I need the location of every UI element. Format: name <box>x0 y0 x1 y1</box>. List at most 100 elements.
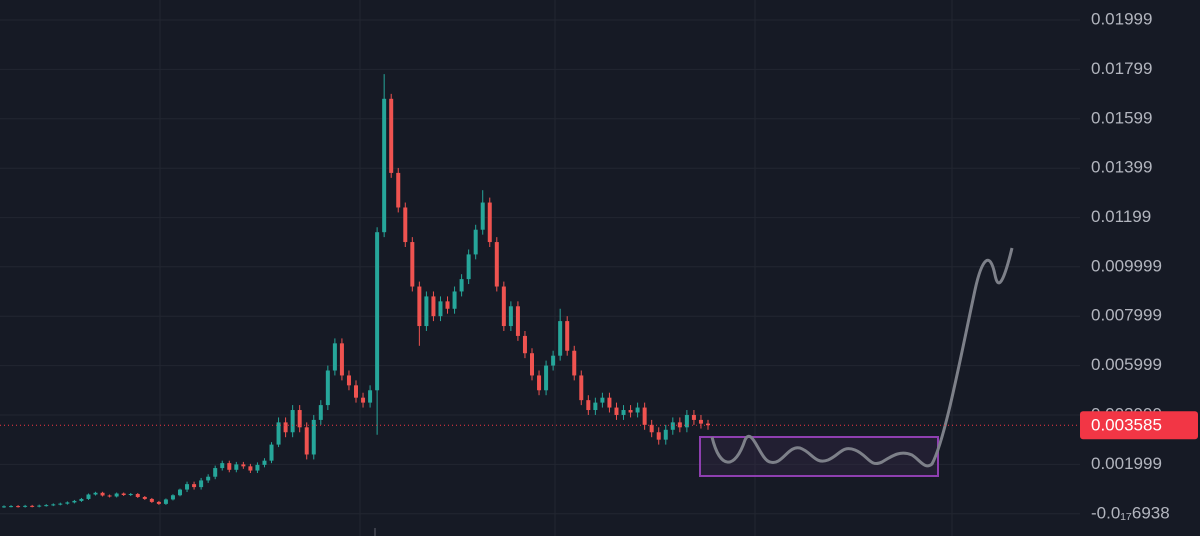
candle-body <box>579 375 584 401</box>
candles <box>2 74 710 508</box>
candle-body <box>649 424 654 433</box>
candle-body <box>248 466 253 471</box>
candle-body <box>192 484 197 488</box>
candle-body <box>452 291 457 309</box>
y-tick-label: -0.0₁₇6938 <box>1091 503 1170 522</box>
candle-body <box>663 429 668 440</box>
last-price-label: 0.003585 <box>1091 416 1162 435</box>
last-price-box <box>1080 411 1198 440</box>
candle-body <box>558 321 563 356</box>
candle-body <box>332 343 337 371</box>
candle-body <box>44 505 49 507</box>
candle-body <box>621 410 626 415</box>
candle-body <box>93 492 98 495</box>
candle-body <box>684 414 689 428</box>
candle-body <box>149 498 154 502</box>
candle-body <box>255 464 260 471</box>
candle-body <box>656 432 661 440</box>
candle-body <box>438 301 443 317</box>
candle-body <box>23 505 28 507</box>
candle-body <box>241 464 246 467</box>
candle-body <box>135 494 140 497</box>
candle-body <box>65 502 70 504</box>
candle-body <box>572 350 577 376</box>
candle-body <box>691 414 696 420</box>
candle-body <box>37 505 42 507</box>
candle-body <box>156 501 161 504</box>
candle-body <box>51 504 56 506</box>
candle-body <box>508 306 513 327</box>
candle-body <box>410 242 415 287</box>
candle-body <box>480 202 485 230</box>
candle-body <box>389 98 394 173</box>
candle-body <box>361 397 366 403</box>
candle-body <box>628 410 633 413</box>
candle-body <box>339 343 344 376</box>
candle-body <box>382 98 387 233</box>
candle-body <box>114 493 119 497</box>
candle-body <box>368 390 373 403</box>
candle-body <box>16 506 21 508</box>
candle-body <box>107 495 112 497</box>
y-tick-label: 0.007999 <box>1091 306 1162 325</box>
candle-body <box>178 489 182 496</box>
price-axis: 0.01999 0.01799 0.01599 0.01399 0.01199 0.009… <box>1091 9 1170 522</box>
candle-body <box>206 476 211 481</box>
candle-body <box>58 503 63 505</box>
candle-body <box>318 405 323 420</box>
candle-body <box>642 407 647 425</box>
candle-body <box>2 506 6 508</box>
candle-body <box>677 422 682 428</box>
candle-body <box>9 506 14 508</box>
projection-curve <box>710 247 1014 468</box>
candle-body <box>269 444 274 461</box>
horizontal-grid <box>0 19 1080 515</box>
candle-body <box>565 321 570 351</box>
candle-body <box>424 296 429 327</box>
candle-body <box>72 500 77 503</box>
candle-body <box>220 463 225 469</box>
candle-body <box>431 296 436 317</box>
candle-body <box>304 427 309 455</box>
candle-body <box>262 460 267 465</box>
y-tick-label: 0.01999 <box>1091 9 1152 28</box>
candle-body <box>396 172 401 208</box>
candle-body <box>100 492 105 496</box>
candle-body <box>537 375 542 391</box>
y-tick-label: 0.005999 <box>1091 355 1162 374</box>
candle-body <box>283 422 288 433</box>
candle-body <box>79 498 84 501</box>
candle-body <box>227 463 232 470</box>
y-tick-label: 0.01599 <box>1091 108 1152 127</box>
candle-body <box>121 493 126 495</box>
candle-body <box>459 279 464 292</box>
candle-body <box>466 254 471 280</box>
candle-body <box>698 419 703 424</box>
y-tick-label: 0.009999 <box>1091 256 1162 275</box>
candle-body <box>354 385 358 398</box>
candle-body <box>614 407 619 415</box>
candle-body <box>670 422 675 430</box>
last-price: 0.003585 <box>0 411 1198 440</box>
candle-body <box>593 402 598 411</box>
candle-body <box>170 495 175 500</box>
candle-body <box>403 207 408 243</box>
candle-body <box>600 397 605 403</box>
candle-body <box>551 355 556 366</box>
candle-body <box>311 419 316 455</box>
candle-body <box>375 232 380 391</box>
candle-body <box>325 370 330 406</box>
candle-body <box>586 400 591 411</box>
candle-body <box>544 365 549 391</box>
candle-body <box>417 286 422 327</box>
candle-body <box>142 496 147 499</box>
candle-body <box>213 468 218 477</box>
y-tick-label: 0.01199 <box>1091 207 1151 226</box>
candle-body <box>128 494 133 496</box>
candle-body <box>199 480 204 488</box>
candle-body <box>501 286 506 327</box>
candle-body <box>706 423 710 426</box>
y-tick-label: 0.001999 <box>1091 454 1162 473</box>
candle-body <box>494 242 499 287</box>
